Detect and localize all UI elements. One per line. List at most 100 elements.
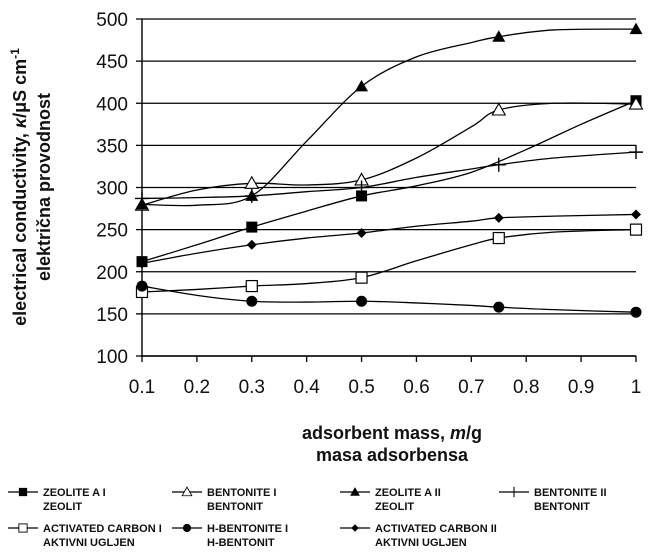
- y-tick-label-500: 500: [96, 10, 128, 31]
- x-tick-label-0.9: 0.9: [568, 377, 594, 398]
- series-line-4: [141, 151, 637, 200]
- series-4-point-5: [629, 145, 643, 160]
- legend-sublabel-1: ZEOLIT: [43, 501, 82, 513]
- series-7-point-1: [137, 258, 147, 269]
- y-tick-label-400: 400: [96, 94, 128, 115]
- legend: ZEOLITE A I ZEOLIT BENTONITE I BENTONIT ZEOL…: [8, 486, 607, 549]
- series-lines: [134, 22, 644, 318]
- series-5-point-2: [245, 279, 258, 293]
- legend-label-3: ZEOLITE A II: [375, 487, 441, 499]
- y-axis-label-line-2: električna provodnost: [34, 93, 54, 281]
- x-axis-label-line-1: adsorbent mass, m/g: [302, 423, 482, 443]
- series-6-point-3: [356, 295, 368, 307]
- y-tick-label-300: 300: [96, 179, 128, 200]
- legend-marker-3: [350, 487, 360, 496]
- series-5-point-4: [492, 231, 505, 245]
- legend-item-1: ZEOLITE A I ZEOLIT: [8, 487, 106, 513]
- legend-item-6: H-BENTONITE I H-BENTONIT: [172, 523, 288, 549]
- x-tick-label-1: 1: [631, 377, 642, 398]
- series-line-1: [141, 100, 637, 263]
- legend-sublabel-7: AKTIVNI UGLJEN: [375, 537, 467, 549]
- y-tick-label-250: 250: [96, 221, 128, 242]
- series-4-point-2: [244, 188, 259, 203]
- legend-label-7: ACTIVATED CARBON II: [375, 523, 497, 535]
- y-tick-labels: 100 150 200 250 300 350 400 450 500: [96, 10, 128, 368]
- series-6: [136, 280, 642, 318]
- series-line-3: [141, 28, 637, 207]
- y-axis-label-line-1: electrical conductivity, κ/μS cm-1: [8, 48, 30, 326]
- series-1: [136, 95, 642, 268]
- series-4-point-1: [135, 191, 149, 206]
- x-tick-label-0.5: 0.5: [348, 377, 374, 398]
- x-tick-label-0.7: 0.7: [458, 377, 484, 398]
- axes: [141, 19, 636, 357]
- series-2: [134, 96, 644, 211]
- series-7-point-3: [356, 227, 367, 238]
- series-6-point-5: [630, 306, 642, 318]
- legend-marker-6: [182, 523, 192, 533]
- legend-sublabel-4: BENTONIT: [534, 501, 590, 513]
- x-tick-label-0.6: 0.6: [403, 377, 429, 398]
- series-7: [137, 209, 641, 269]
- legend-sublabel-5: AKTIVNI UGLJEN: [43, 537, 135, 549]
- series-6-point-4: [493, 301, 505, 313]
- legend-item-3: ZEOLITE A II ZEOLIT: [340, 487, 441, 513]
- legend-item-2: BENTONITE I BENTONIT: [172, 486, 276, 513]
- legend-item-4: BENTONITE II BENTONIT: [499, 486, 607, 513]
- x-tick-label-0.4: 0.4: [293, 377, 320, 398]
- series-3-point-5: [629, 22, 643, 35]
- series-5: [135, 223, 643, 299]
- x-tick-label-0.1: 0.1: [129, 377, 155, 398]
- legend-marker-7: [351, 524, 359, 532]
- series-1-point-3: [356, 190, 368, 202]
- legend-sublabel-2: BENTONIT: [207, 501, 263, 513]
- series-4-point-3: [354, 180, 369, 195]
- legend-label-1: ZEOLITE A I: [43, 487, 106, 499]
- series-3-point-3: [355, 79, 369, 92]
- series-4: [135, 145, 643, 206]
- legend-marker-2: [181, 486, 193, 497]
- legend-label-5: ACTIVATED CARBON I: [43, 523, 162, 535]
- series-2-point-4: [491, 102, 507, 116]
- y-tick-label-100: 100: [96, 347, 128, 368]
- x-tick-label-0.8: 0.8: [513, 377, 539, 398]
- x-axis-label-line-2: masa adsorbensa: [316, 445, 469, 465]
- legend-marker-1: [18, 487, 28, 497]
- series-7-point-2: [246, 239, 257, 250]
- series-7-point-4: [493, 212, 504, 223]
- legend-label-6: H-BENTONITE I: [207, 523, 288, 535]
- series-6-point-2: [246, 295, 258, 307]
- series-7-point-5: [631, 209, 641, 220]
- y-tick-label-150: 150: [96, 305, 128, 326]
- x-tick-labels: 0.1 0.2 0.3 0.4 0.5 0.6 0.7 0.8 0.9 1: [129, 356, 642, 398]
- x-tick-label-0.3: 0.3: [239, 377, 265, 398]
- legend-label-4: BENTONITE II: [534, 487, 607, 499]
- series-5-point-3: [355, 271, 368, 284]
- series-5-point-5: [629, 223, 643, 236]
- series-3: [135, 22, 643, 210]
- y-tick-label-450: 450: [96, 52, 128, 73]
- y-tick-label-350: 350: [96, 136, 128, 157]
- series-2-point-5: [628, 96, 644, 110]
- series-2-point-2: [244, 175, 260, 189]
- series-6-point-1: [136, 280, 148, 292]
- legend-sublabel-6: H-BENTONIT: [207, 537, 275, 549]
- legend-marker-4: [508, 486, 520, 498]
- legend-sublabel-3: ZEOLIT: [375, 501, 414, 513]
- series-line-6: [141, 285, 637, 313]
- legend-item-7: ACTIVATED CARBON II AKTIVNI UGLJEN: [340, 523, 497, 549]
- y-axis-label: electrical conductivity, κ/μS cm-1elektr…: [8, 48, 54, 326]
- series-line-2: [141, 102, 637, 206]
- y-tick-label-200: 200: [96, 263, 128, 284]
- series-line-5: [141, 228, 637, 293]
- legend-item-5: ACTIVATED CARBON I AKTIVNI UGLJEN: [8, 523, 162, 549]
- legend-label-2: BENTONITE I: [207, 487, 276, 499]
- series-line-7: [141, 213, 637, 264]
- series-3-point-4: [492, 30, 506, 42]
- x-tick-label-0.2: 0.2: [184, 377, 210, 398]
- series-4-point-4: [491, 157, 506, 172]
- series-1-point-2: [246, 221, 258, 233]
- legend-marker-5: [18, 523, 28, 533]
